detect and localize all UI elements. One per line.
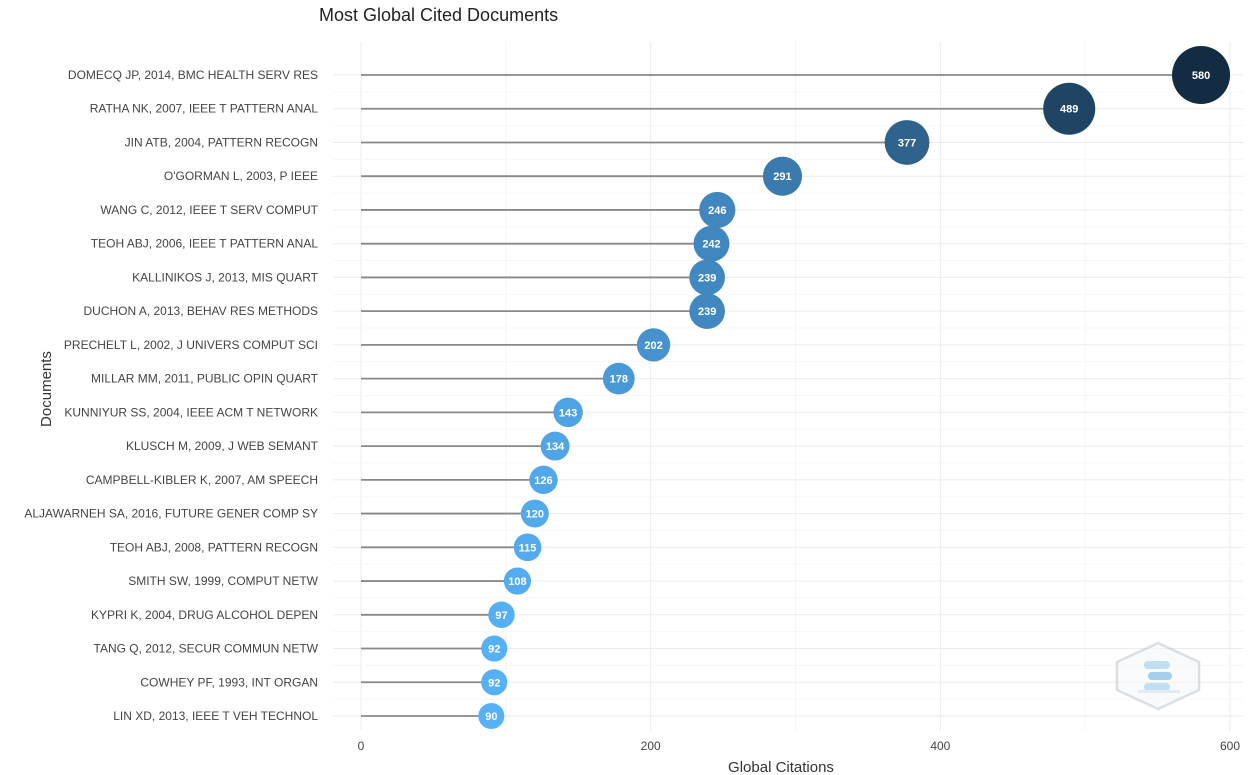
data-label: 115 xyxy=(519,542,537,554)
data-point xyxy=(689,259,726,296)
stems xyxy=(361,74,1202,717)
bubbles: 580 489 377 291 246 242 239 239 202 178 143 134 126 1… xyxy=(478,46,1231,729)
y-tick-label: KUNNIYUR SS, 2004, IEEE ACM T NETWORK xyxy=(64,405,318,419)
data-label: 291 xyxy=(773,171,791,183)
data-point xyxy=(478,703,505,729)
data-point xyxy=(513,533,542,562)
data-point xyxy=(488,601,515,629)
y-tick-label: DUCHON A, 2013, BEHAV RES METHODS xyxy=(83,304,318,318)
data-point xyxy=(481,635,508,662)
data-label: 97 xyxy=(495,610,507,622)
data-label: 489 xyxy=(1060,104,1078,116)
y-tick-label: DOMECQ JP, 2014, BMC HEALTH SERV RES xyxy=(68,68,318,82)
y-tick-label: TEOH ABJ, 2006, IEEE T PATTERN ANAL xyxy=(91,237,319,251)
data-label: 143 xyxy=(559,407,577,419)
y-tick-label: RATHA NK, 2007, IEEE T PATTERN ANAL xyxy=(90,102,319,116)
data-point xyxy=(884,120,930,165)
y-tick-label: SMITH SW, 1999, COMPUT NETW xyxy=(128,574,318,588)
y-tick-label: PRECHELT L, 2002, J UNIVERS COMPUT SCI xyxy=(64,338,318,352)
x-tick-label: 400 xyxy=(930,739,950,753)
x-tick-label: 600 xyxy=(1220,739,1240,753)
data-point xyxy=(1172,46,1231,104)
data-label: 242 xyxy=(702,239,720,251)
data-point xyxy=(529,465,558,495)
y-tick-label: KYPRI K, 2004, DRUG ALCOHOL DEPEN xyxy=(91,608,318,622)
data-point xyxy=(689,293,726,330)
data-label: 246 xyxy=(708,205,726,217)
data-label: 120 xyxy=(526,509,544,521)
data-label: 202 xyxy=(644,340,662,352)
y-tick-labels: DOMECQ JP, 2014, BMC HEALTH SERV RES RATH… xyxy=(24,68,318,723)
data-label: 134 xyxy=(546,441,565,453)
y-tick-label: WANG C, 2012, IEEE T SERV COMPUT xyxy=(100,203,318,217)
data-label: 377 xyxy=(898,137,916,149)
x-tick-labels: 0 200 400 600 xyxy=(358,739,1241,753)
data-point xyxy=(699,191,736,229)
y-tick-label: ALJAWARNEH SA, 2016, FUTURE GENER COMP S… xyxy=(24,507,318,521)
data-point xyxy=(520,499,549,528)
data-point xyxy=(693,225,730,262)
x-axis-title: Global Citations xyxy=(728,759,834,775)
y-tick-label: KALLINIKOS J, 2013, MIS QUART xyxy=(132,270,319,284)
y-axis-title: Documents xyxy=(38,351,55,427)
data-label: 239 xyxy=(698,272,716,284)
data-point xyxy=(602,362,635,395)
data-point xyxy=(540,431,570,461)
data-label: 108 xyxy=(508,576,526,588)
y-tick-label: LIN XD, 2013, IEEE T VEH TECHNOL xyxy=(113,709,318,723)
x-tick-label: 0 xyxy=(358,739,365,753)
data-label: 92 xyxy=(488,644,500,656)
bibliometrix-logo-icon xyxy=(1115,641,1201,711)
data-label: 178 xyxy=(610,374,628,386)
y-tick-label: CAMPBELL-KIBLER K, 2007, AM SPEECH xyxy=(86,473,318,487)
data-point xyxy=(1043,82,1096,135)
data-point xyxy=(762,156,803,196)
y-tick-label: TEOH ABJ, 2008, PATTERN RECOGN xyxy=(110,540,318,554)
data-point xyxy=(636,328,671,362)
y-tick-label: MILLAR MM, 2011, PUBLIC OPIN QUART xyxy=(91,372,319,386)
data-point xyxy=(481,669,508,696)
y-tick-label: COWHEY PF, 1993, INT ORGAN xyxy=(140,675,318,689)
y-tick-label: O'GORMAN L, 2003, P IEEE xyxy=(164,169,318,183)
data-label: 239 xyxy=(698,306,716,318)
y-tick-label: TANG Q, 2012, SECUR COMMUN NETW xyxy=(94,642,319,656)
chart-title: Most Global Cited Documents xyxy=(319,5,558,25)
data-label: 90 xyxy=(485,711,497,723)
y-tick-label: JIN ATB, 2004, PATTERN RECOGN xyxy=(125,135,318,149)
data-point xyxy=(553,397,583,428)
data-label: 126 xyxy=(534,475,552,487)
data-point xyxy=(503,567,532,595)
data-label: 580 xyxy=(1192,70,1210,82)
data-label: 92 xyxy=(488,677,500,689)
y-tick-label: KLUSCH M, 2009, J WEB SEMANT xyxy=(126,439,319,453)
x-tick-label: 200 xyxy=(641,739,661,753)
grid xyxy=(333,42,1244,731)
